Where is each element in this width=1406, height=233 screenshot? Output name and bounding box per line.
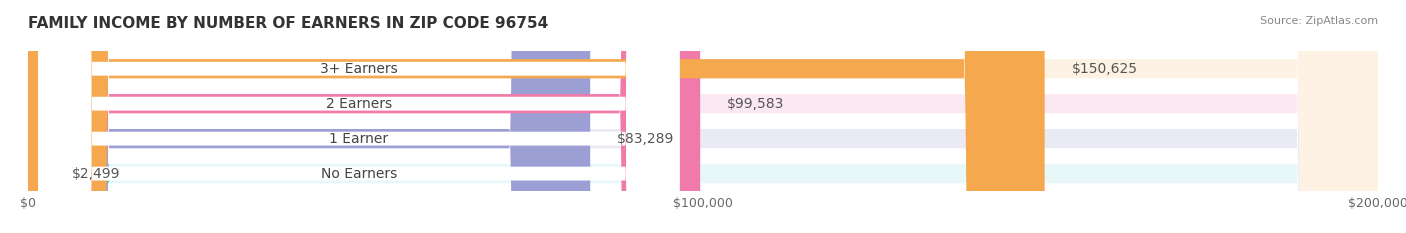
FancyBboxPatch shape (28, 0, 1378, 233)
Text: 2 Earners: 2 Earners (326, 97, 392, 111)
FancyBboxPatch shape (0, 0, 110, 233)
Text: $150,625: $150,625 (1071, 62, 1137, 76)
Text: No Earners: No Earners (321, 167, 396, 181)
Text: 1 Earner: 1 Earner (329, 132, 388, 146)
FancyBboxPatch shape (38, 0, 679, 233)
FancyBboxPatch shape (28, 0, 1045, 233)
Text: FAMILY INCOME BY NUMBER OF EARNERS IN ZIP CODE 96754: FAMILY INCOME BY NUMBER OF EARNERS IN ZI… (28, 16, 548, 31)
Text: 3+ Earners: 3+ Earners (321, 62, 398, 76)
FancyBboxPatch shape (38, 0, 679, 233)
FancyBboxPatch shape (28, 0, 1378, 233)
FancyBboxPatch shape (28, 0, 1378, 233)
FancyBboxPatch shape (38, 0, 679, 233)
Text: $2,499: $2,499 (72, 167, 121, 181)
Text: $99,583: $99,583 (727, 97, 785, 111)
FancyBboxPatch shape (28, 0, 1378, 233)
Text: Source: ZipAtlas.com: Source: ZipAtlas.com (1260, 16, 1378, 26)
FancyBboxPatch shape (28, 0, 700, 233)
FancyBboxPatch shape (38, 0, 679, 233)
FancyBboxPatch shape (28, 0, 591, 233)
Text: $83,289: $83,289 (617, 132, 675, 146)
